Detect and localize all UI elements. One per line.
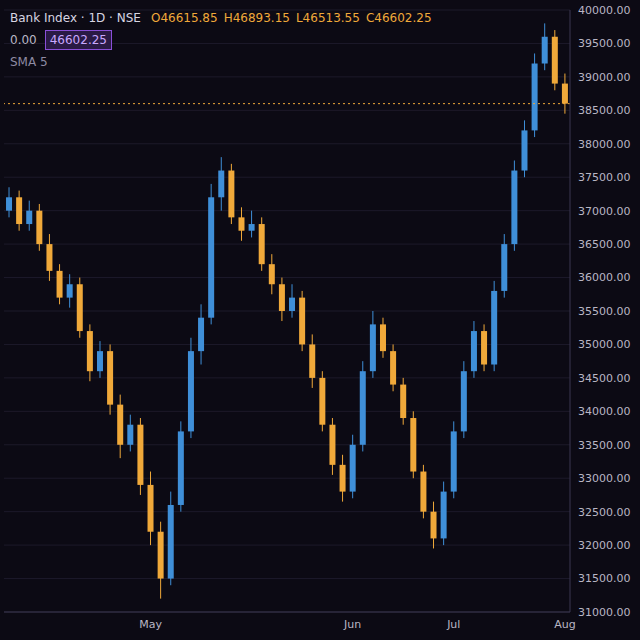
- svg-text:31000.00: 31000.00: [578, 606, 631, 619]
- html-text:Bank Index · 1D · NSE: Bank Index · 1D · NSE: [10, 11, 141, 25]
- svg-text:Aug: Aug: [554, 618, 575, 631]
- svg-text:35500.00: 35500.00: [578, 305, 631, 318]
- html-text:SMA 5: SMA 5: [10, 55, 48, 69]
- html-text:46602.25: 46602.25: [49, 33, 107, 47]
- html-text:O46615.85: O46615.85: [150, 11, 218, 25]
- svg-text:Jul: Jul: [446, 618, 460, 631]
- svg-text:Jun: Jun: [343, 618, 361, 631]
- svg-text:40000.00: 40000.00: [578, 4, 631, 17]
- svg-text:38500.00: 38500.00: [578, 104, 631, 117]
- svg-text:May: May: [139, 618, 162, 631]
- svg-text:32500.00: 32500.00: [578, 506, 631, 519]
- svg-text:37500.00: 37500.00: [578, 171, 631, 184]
- svg-text:34500.00: 34500.00: [578, 372, 631, 385]
- svg-text:38000.00: 38000.00: [578, 138, 631, 151]
- svg-text:36000.00: 36000.00: [578, 271, 631, 284]
- svg-text:37000.00: 37000.00: [578, 205, 631, 218]
- html-text:0.00: 0.00: [10, 33, 37, 47]
- svg-text:39500.00: 39500.00: [578, 37, 631, 50]
- svg-text:36500.00: 36500.00: [578, 238, 631, 251]
- html-text:C46602.25: C46602.25: [365, 11, 432, 25]
- svg-text:39000.00: 39000.00: [578, 71, 631, 84]
- svg-text:32000.00: 32000.00: [578, 539, 631, 552]
- html-text:H46893.15: H46893.15: [223, 11, 290, 25]
- svg-text:33500.00: 33500.00: [578, 439, 631, 452]
- html-text:L46513.55: L46513.55: [295, 11, 360, 25]
- svg-text:34000.00: 34000.00: [578, 405, 631, 418]
- svg-text:31500.00: 31500.00: [578, 572, 631, 585]
- svg-text:35000.00: 35000.00: [578, 338, 631, 351]
- svg-text:33000.00: 33000.00: [578, 472, 631, 485]
